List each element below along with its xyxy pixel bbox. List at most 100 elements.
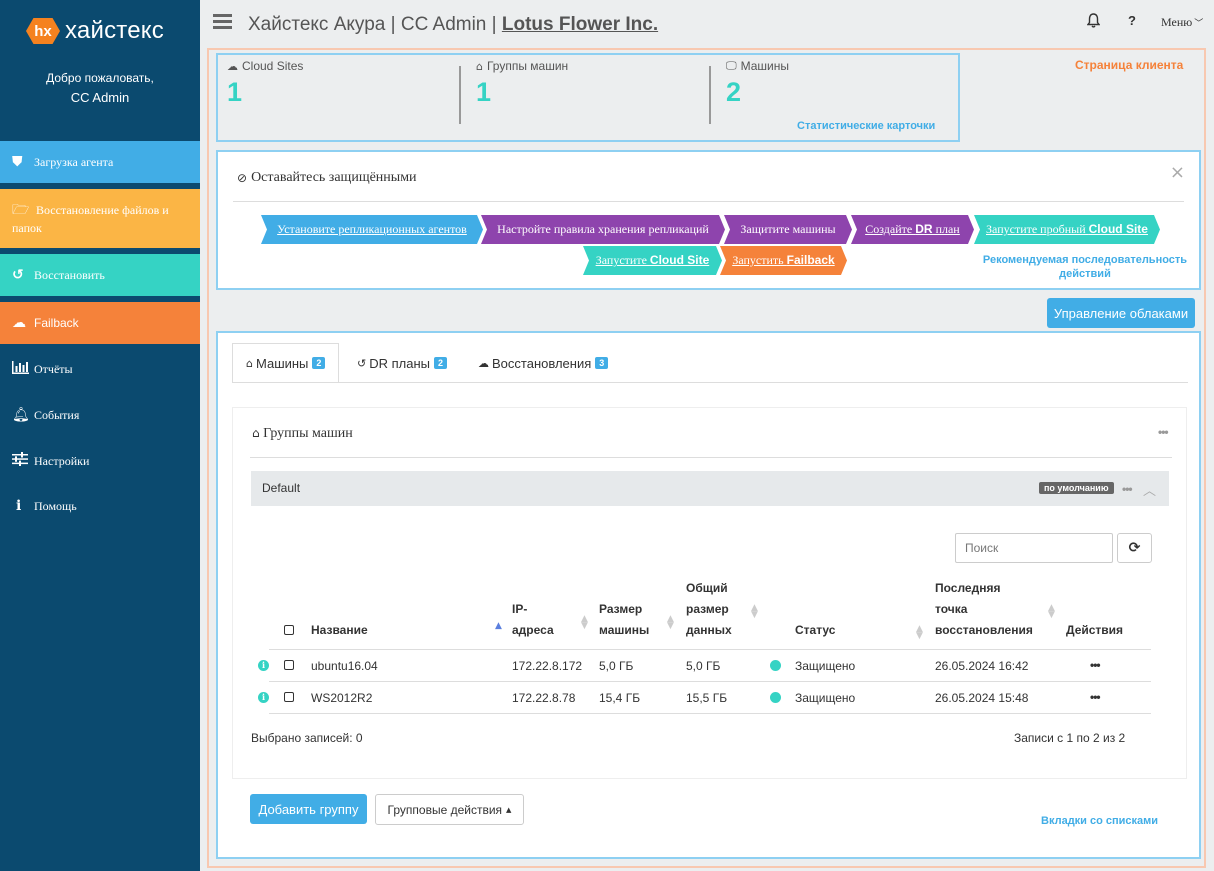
step-test-cloud-site[interactable]: Запустите пробный Cloud Site: [974, 215, 1160, 244]
stat-divider: [709, 66, 711, 124]
wizard-title: ⊘ Оставайтесь защищёнными: [237, 170, 417, 185]
stat-card-machine-groups[interactable]: ⌂ Группы машин 1: [476, 59, 568, 108]
status-text: Защищено: [795, 659, 856, 673]
list-tabs: ⌂ Машины 2 ↺ DR планы 2 ☁ Восстановления 3 ⌂ Г…: [216, 331, 1201, 859]
sort-icon[interactable]: ▲ ▼: [581, 614, 588, 631]
home-icon: ⌂: [246, 356, 253, 370]
total-size: 15,5 ГБ: [686, 691, 728, 705]
column-header-actions: Действия: [1066, 623, 1124, 637]
home-icon: ⌂: [476, 59, 483, 73]
sidebar-item-label: Failback: [34, 316, 79, 330]
machine-name: ubuntu16.04: [311, 659, 378, 673]
column-header-ip[interactable]: IP-адреса: [512, 602, 554, 637]
stat-card-machines[interactable]: 🖵 Машины 2: [726, 59, 789, 108]
step-run-cloud-site[interactable]: Запустите Cloud Site: [583, 246, 722, 275]
sort-icon[interactable]: ▲ ▼: [1048, 603, 1055, 620]
sidebar-item-events[interactable]: 🔔︎ События: [0, 403, 200, 427]
menu-dropdown[interactable]: Меню ﹀: [1161, 15, 1203, 30]
machine-ip: 172.22.8.78: [512, 691, 576, 705]
column-header-status[interactable]: Статус: [795, 623, 836, 637]
count-badge: 3: [595, 357, 609, 369]
bell-icon: 🔔︎: [12, 407, 30, 423]
row-checkbox[interactable]: [284, 692, 294, 702]
caret-up-icon: ▲: [506, 805, 512, 814]
add-group-button[interactable]: Добавить группу: [250, 794, 367, 824]
content-frame: [207, 48, 1206, 868]
check-circle-icon: ⊘: [237, 171, 248, 185]
tab-dr-plans[interactable]: ↺ DR планы 2: [344, 343, 460, 383]
sort-icon[interactable]: ▲ ▼: [916, 624, 923, 641]
refresh-button[interactable]: ⟳: [1117, 533, 1152, 563]
logo[interactable]: hx хайстекс: [26, 17, 164, 45]
status-dot: [770, 692, 781, 703]
sort-asc-icon[interactable]: ▲: [495, 621, 502, 631]
title-separator: |: [491, 14, 497, 35]
info-icon[interactable]: i: [258, 660, 269, 671]
step-create-dr-plan[interactable]: Создайте DR план: [851, 215, 974, 244]
sidebar-item-reports[interactable]: Отчёты: [0, 357, 200, 381]
sidebar-item-restore[interactable]: ↺ Восстановить: [0, 254, 200, 296]
machine-size: 15,4 ГБ: [599, 691, 641, 705]
stat-card-cloud-sites[interactable]: ☁ Cloud Sites 1: [227, 59, 303, 108]
sidebar-item-label: Настройки: [34, 454, 90, 468]
sidebar-item-failback[interactable]: ☁ Failback: [0, 302, 200, 344]
company-link[interactable]: Lotus Flower Inc.: [501, 14, 659, 35]
monitor-icon: 🖵: [726, 59, 737, 72]
close-icon[interactable]: ×: [1169, 162, 1185, 183]
group-header[interactable]: Default по умолчанию ••• ︿: [251, 471, 1169, 506]
hamburger-menu-icon[interactable]: [213, 14, 232, 29]
info-icon[interactable]: i: [258, 692, 269, 703]
step-install-agents[interactable]: Установите репликационных агентов: [261, 215, 483, 244]
sidebar-item-settings[interactable]: Настройки: [0, 449, 200, 473]
step-run-failback[interactable]: Запустить Failback: [720, 246, 847, 275]
logo-text: хайстекс: [65, 17, 164, 44]
group-name: Default: [262, 481, 301, 495]
step-retention-rules[interactable]: Настройте правила хранения репликаций: [481, 215, 725, 244]
column-header-name[interactable]: Название: [311, 623, 368, 637]
machine-groups-panel: ⌂ Группы машин ••• Default по умолчанию …: [232, 407, 1187, 779]
row-divider: [269, 713, 1151, 714]
manage-clouds-button[interactable]: Управление облаками: [1047, 298, 1195, 328]
user-name: CC Admin: [70, 90, 130, 105]
column-header-last-restore[interactable]: Последняя точка восстановления: [935, 581, 1033, 637]
group-actions-button[interactable]: Групповые действия ▲: [375, 794, 524, 825]
protection-wizard: ⊘ Оставайтесь защищёнными × Установите ре…: [216, 150, 1201, 290]
page-title: Хайстекс Акура | CC Admin | Lotus Flower…: [248, 14, 658, 36]
app-name: Хайстекс Акура: [248, 14, 386, 35]
row-checkbox[interactable]: [284, 660, 294, 670]
welcome-text: Добро пожаловать,: [46, 71, 154, 85]
chevron-up-icon[interactable]: ︿: [1143, 484, 1157, 499]
sidebar-item-label: События: [34, 408, 80, 422]
sidebar-item-label: 🗁 Восстановление файлов и папок: [12, 202, 169, 235]
chevron-down-icon: ﹀: [1194, 19, 1204, 29]
search-input[interactable]: [955, 533, 1113, 563]
last-restore-point: 26.05.2024 15:48: [935, 691, 1029, 705]
sidebar: hx хайстекс Добро пожаловать, CC Admin ⛊…: [0, 0, 200, 871]
row-actions-icon[interactable]: •••: [1090, 658, 1101, 672]
step-protect-machines[interactable]: Защитите машины: [724, 215, 852, 244]
tab-machines[interactable]: ⌂ Машины 2: [232, 343, 340, 383]
sidebar-item-agent-download[interactable]: ⛊ Загрузка агента: [0, 141, 200, 183]
sort-icon[interactable]: ▲ ▼: [751, 603, 758, 620]
sidebar-item-file-restore[interactable]: 🗁 Восстановление файлов и папок: [0, 189, 200, 248]
tab-restores[interactable]: ☁ Восстановления 3: [465, 343, 621, 383]
stat-value: 2: [726, 77, 742, 107]
divider: [233, 201, 1184, 202]
column-header-size[interactable]: Размер машины: [599, 602, 650, 637]
tab-label: Восстановления: [492, 355, 592, 371]
machine-ip: 172.22.8.172: [512, 659, 583, 673]
panel-more-icon[interactable]: •••: [1158, 425, 1169, 439]
row-actions-icon[interactable]: •••: [1090, 690, 1101, 704]
cloud-icon: ☁: [478, 356, 489, 370]
stat-divider: [459, 66, 461, 124]
column-header-total-size[interactable]: Общий размер данных: [686, 581, 732, 637]
welcome-block: Добро пожаловать, CC Admin: [0, 68, 200, 108]
sort-icon[interactable]: ▲ ▼: [667, 614, 674, 631]
group-more-icon[interactable]: •••: [1122, 482, 1133, 496]
select-all-checkbox[interactable]: [284, 625, 294, 635]
sidebar-item-help[interactable]: i Помощь: [0, 494, 200, 518]
sidebar-item-label: Помощь: [34, 499, 77, 513]
help-button[interactable]: ?: [1128, 13, 1136, 28]
sidebar-item-label: Загрузка агента: [34, 155, 114, 169]
notifications-bell-icon[interactable]: [1086, 13, 1101, 31]
